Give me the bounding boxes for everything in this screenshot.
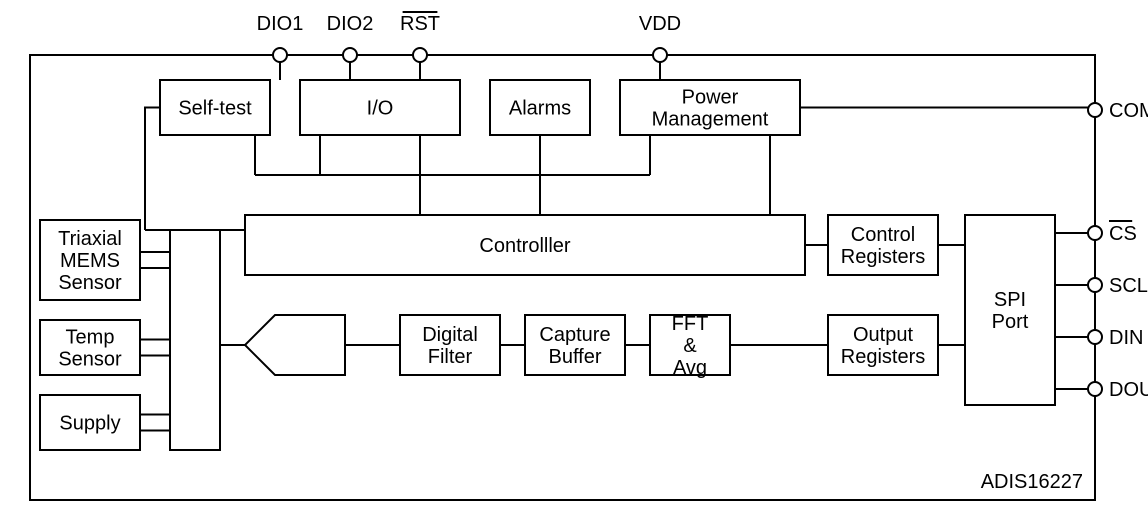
controller-label: Controlller xyxy=(479,235,570,257)
digital_filter-label: DigitalFilter xyxy=(422,324,478,368)
spi_port-label: SPIPort xyxy=(992,289,1029,333)
pin-label-SCLK: SCLK xyxy=(1109,275,1148,297)
pin-DOUT xyxy=(1088,382,1102,396)
pin-RST xyxy=(413,48,427,62)
pin-label-VDD: VDD xyxy=(639,13,681,35)
control_regs-label: ControlRegisters xyxy=(841,224,925,268)
io-label: I/O xyxy=(367,98,394,120)
pin-label-CS: CS xyxy=(1109,223,1137,245)
triaxial-label: TriaxialMEMSSensor xyxy=(58,228,122,294)
part-number: ADIS16227 xyxy=(981,471,1083,493)
mux-block xyxy=(170,230,220,450)
capture_buffer-label: CaptureBuffer xyxy=(539,324,610,368)
pin-label-DIN: DIN xyxy=(1109,327,1143,349)
pin-VDD xyxy=(653,48,667,62)
pin-DIO2 xyxy=(343,48,357,62)
alarms-label: Alarms xyxy=(509,98,571,120)
pin-DIO1 xyxy=(273,48,287,62)
pin-SCLK xyxy=(1088,278,1102,292)
pin-label-DIO2: DIO2 xyxy=(327,13,374,35)
supply-label: Supply xyxy=(59,413,120,435)
pin-label-COM: COM xyxy=(1109,100,1148,122)
pin-label-RST: RST xyxy=(400,13,440,35)
output_regs-label: OutputRegisters xyxy=(841,324,925,368)
pin-DIN xyxy=(1088,330,1102,344)
pin-CS xyxy=(1088,226,1102,240)
temp_sensor-label: TempSensor xyxy=(58,327,122,371)
self_test-label: Self-test xyxy=(178,98,252,120)
pin-COM xyxy=(1088,103,1102,117)
pin-label-DOUT: DOUT xyxy=(1109,379,1148,401)
block-diagram: Self-testI/OAlarmsPowerManagementTriaxia… xyxy=(0,0,1148,514)
pin-label-DIO1: DIO1 xyxy=(257,13,304,35)
